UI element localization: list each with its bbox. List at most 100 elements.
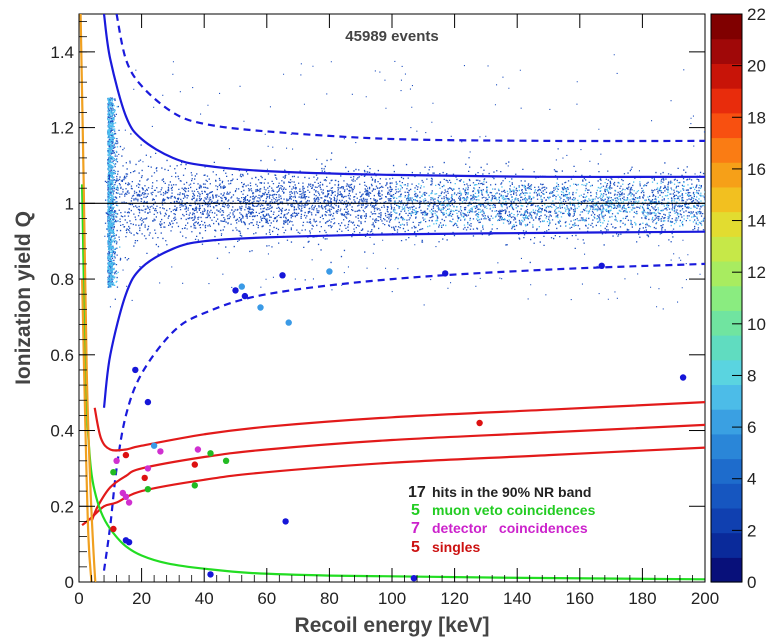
point-muon-veto xyxy=(144,486,152,493)
point-detector-coincidence xyxy=(125,499,133,506)
colorbar-tick-label: 14 xyxy=(747,212,766,231)
point-blue xyxy=(232,287,239,294)
x-tick-label: 20 xyxy=(132,589,151,608)
colorbar-swatch xyxy=(711,310,742,336)
point-lightblue xyxy=(257,304,264,311)
point-blue xyxy=(207,571,214,578)
colorbar-tick-label: 2 xyxy=(747,521,756,540)
colorbar-swatch xyxy=(711,260,742,287)
x-tick-label: 60 xyxy=(257,589,276,608)
y-tick-label: 0 xyxy=(65,573,74,592)
y-tick-label: 0.8 xyxy=(50,270,74,289)
colorbar-swatch xyxy=(711,433,742,460)
colorbar-swatch xyxy=(711,507,742,534)
y-tick-label: 0.2 xyxy=(50,497,74,516)
colorbar-tick-label: 8 xyxy=(747,366,756,385)
legend-label: muon veto coincidences xyxy=(432,502,596,518)
point-detector-coincidence xyxy=(194,446,202,453)
point-blue xyxy=(442,270,449,277)
event-count-label: 45989 events xyxy=(345,28,438,45)
point-detector-coincidence xyxy=(122,493,130,500)
curve-ionization-threshold-orange-low xyxy=(81,279,93,582)
plot-frame xyxy=(78,13,706,583)
colorbar-swatch xyxy=(711,483,742,509)
point-single xyxy=(122,451,130,459)
colorbar-tick-label: 4 xyxy=(747,470,756,489)
point-blue xyxy=(125,539,133,546)
point-single xyxy=(110,525,117,533)
x-tick-label: 120 xyxy=(440,589,468,608)
colorbar-swatch xyxy=(711,384,742,410)
point-detector-coincidence xyxy=(113,457,120,464)
curve-er-outer-upper xyxy=(115,14,705,143)
y-tick-label: 1.2 xyxy=(50,119,74,138)
point-muon-veto xyxy=(207,450,214,457)
x-tick-label: 180 xyxy=(628,589,656,608)
colorbar-tick-label: 10 xyxy=(747,315,766,334)
point-muon-veto xyxy=(222,457,230,464)
x-tick-label: 160 xyxy=(566,589,594,608)
band-curves xyxy=(79,14,705,582)
legend-entry-singles: 5 singles xyxy=(411,539,480,556)
point-blue xyxy=(279,272,286,279)
colorbar-swatch xyxy=(711,359,742,386)
curve-heat-threshold-orange xyxy=(79,14,97,582)
colorbar-tick-label: 6 xyxy=(747,418,756,437)
curve-er-90-inner-upper xyxy=(102,14,705,179)
x-tick-label: 100 xyxy=(378,589,406,608)
point-lightblue xyxy=(285,319,292,326)
colorbar-tick-label: 0 xyxy=(747,573,756,592)
point-blue xyxy=(282,518,289,525)
colorbar-swatch xyxy=(711,409,742,435)
point-blue xyxy=(679,374,687,381)
colorbar-swatch xyxy=(711,458,742,484)
colorbar-tick-label: 22 xyxy=(747,5,766,24)
legend-count: 5 xyxy=(411,539,420,556)
point-single xyxy=(476,419,483,427)
point-single xyxy=(191,461,198,468)
x-axis: 0 20 40 60 80 100 120 140 160 180 200 xyxy=(74,14,719,608)
point-blue xyxy=(241,292,249,300)
point-lightblue xyxy=(238,283,245,290)
point-detector-coincidence xyxy=(144,465,152,472)
point-blue xyxy=(598,262,605,269)
colorbar: 0 2 4 6 8 10 12 14 16 18 20 22 xyxy=(710,5,766,592)
y-tick-label: 1 xyxy=(65,194,74,213)
colorbar-swatch xyxy=(711,186,742,213)
candidate-points xyxy=(110,262,687,582)
legend-count: 5 xyxy=(411,502,420,519)
legend-label: hits in the 90% NR band xyxy=(432,484,591,500)
colorbar-swatch xyxy=(711,211,742,237)
colorbar-swatch xyxy=(711,14,742,40)
x-tick-label: 40 xyxy=(195,589,214,608)
legend-count: 7 xyxy=(411,520,420,537)
colorbar-tick-label: 16 xyxy=(747,160,766,179)
point-detector-coincidence xyxy=(157,448,164,455)
point-blue xyxy=(410,575,418,582)
x-tick-label: 200 xyxy=(691,589,719,608)
colorbar-swatch xyxy=(711,137,742,163)
curve-er-90-inner-lower xyxy=(102,230,705,408)
curve-nr-upper xyxy=(93,401,705,452)
point-blue xyxy=(144,398,152,406)
colorbar-tick-label: 12 xyxy=(747,263,766,282)
y-tick-label: 0.6 xyxy=(50,346,74,365)
colorbar-swatch xyxy=(711,532,742,558)
colorbar-swatch xyxy=(711,112,742,139)
x-axis-title: Recoil energy [keV] xyxy=(295,614,490,637)
point-muon-veto xyxy=(191,482,198,489)
colorbar-swatch xyxy=(711,557,742,583)
x-tick-label: 0 xyxy=(74,589,83,608)
colorbar-swatch xyxy=(711,285,742,311)
curve-nr-lower xyxy=(81,446,705,527)
point-lightblue xyxy=(326,268,333,275)
colorbar-tick-label: 20 xyxy=(747,57,766,76)
y-tick-label: 0.4 xyxy=(50,422,74,441)
colorbar-frame xyxy=(710,13,743,583)
legend: 17 hits in the 90% NR band 5 muon veto c… xyxy=(408,484,596,556)
point-muon-veto xyxy=(110,469,117,476)
x-tick-label: 140 xyxy=(503,589,531,608)
colorbar-swatch xyxy=(711,63,742,89)
y-axis-title: Ionization yield Q xyxy=(12,211,35,385)
